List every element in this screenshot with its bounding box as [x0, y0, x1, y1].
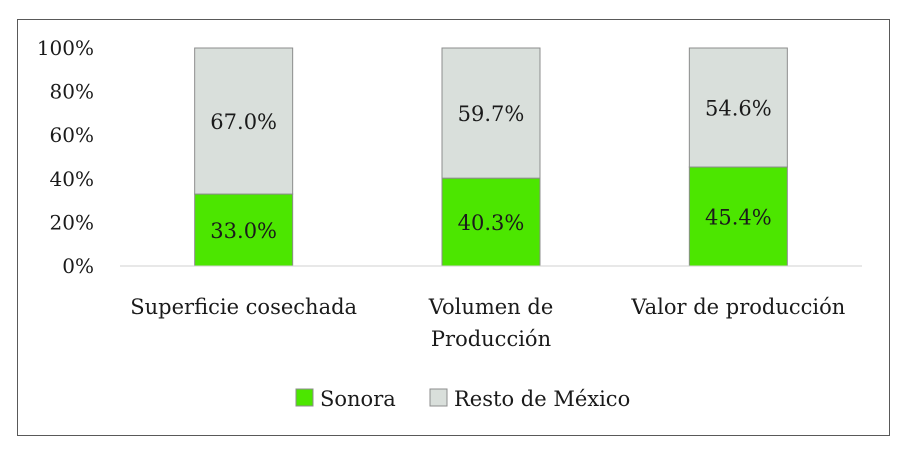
legend-swatch-resto-de-mexico	[429, 388, 448, 407]
legend-label: Sonora	[320, 387, 396, 411]
bar-segment-sonora	[688, 166, 788, 267]
y-tick-label: 100%	[37, 36, 94, 60]
bar-segment-resto-de-mexico	[441, 47, 541, 179]
y-tick-label: 80%	[50, 80, 94, 104]
y-tick-label: 60%	[50, 123, 94, 147]
bar-segment-resto-de-mexico	[688, 47, 788, 168]
y-tick-label: 0%	[62, 254, 94, 278]
x-category-label-line: Valor de producción	[630, 295, 845, 319]
data-label: 59.7%	[458, 102, 525, 126]
x-category-label-line: Producción	[431, 327, 551, 351]
x-category-label-line: Volumen de	[428, 295, 554, 319]
y-tick-label: 20%	[50, 210, 94, 234]
y-tick-label: 40%	[50, 167, 94, 191]
bar-segment-resto-de-mexico	[194, 47, 294, 195]
legend-swatch-sonora	[295, 388, 314, 407]
x-category-label-line: Superficie cosechada	[130, 295, 357, 319]
bar-segment-sonora	[441, 177, 541, 267]
data-label: 33.0%	[210, 219, 277, 243]
data-label: 40.3%	[458, 211, 525, 235]
x-category-label: Superficie cosechada	[130, 295, 357, 319]
legend-label: Resto de México	[454, 387, 630, 411]
bar-segment-sonora	[194, 193, 294, 267]
data-label: 67.0%	[210, 110, 277, 134]
data-label: 45.4%	[705, 206, 772, 230]
x-category-label: Volumen de Producción	[428, 295, 554, 351]
x-category-label: Valor de producción	[630, 295, 845, 319]
data-label: 54.6%	[705, 97, 772, 121]
